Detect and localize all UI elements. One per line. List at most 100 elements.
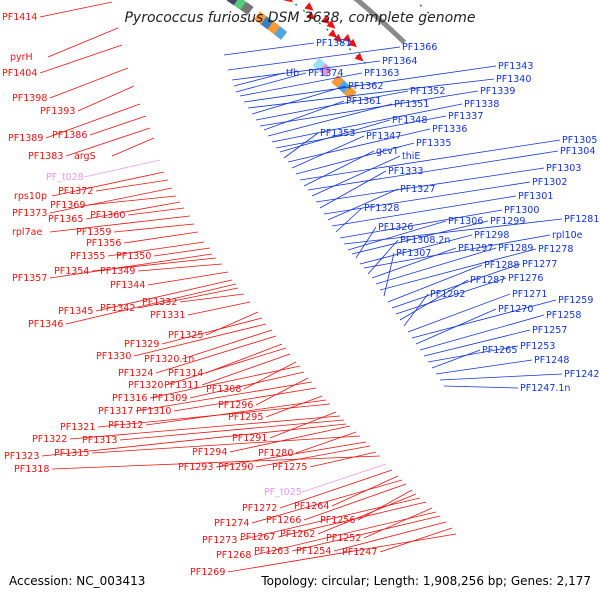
gene-label[interactable]: PF1275 [272,462,307,473]
gene-label[interactable]: PF1351 [394,99,429,110]
gene-label[interactable]: PF1414 [2,12,37,23]
gene-label[interactable]: PF1289 [498,243,533,254]
gene-label[interactable]: PF1287 [470,275,505,286]
gene-label[interactable]: PF1271 [512,289,547,300]
gene-label[interactable]: PF1291 [232,433,267,444]
gene-label[interactable]: PF1386 [52,130,87,141]
gene-label[interactable]: PF1398 [12,93,47,104]
gene-label[interactable]: PF1324 [118,368,153,379]
gene-label[interactable]: PF1242 [564,369,599,380]
gene-label[interactable]: PF_t025 [264,487,302,498]
gene-label[interactable]: PF1300 [504,205,539,216]
gene-label[interactable]: PF1311 [164,380,199,391]
gene-label[interactable]: PF1264 [294,501,329,512]
gene-label[interactable]: PF1267 [240,532,275,543]
gene-label[interactable]: PF1374 [308,68,343,79]
gene-label[interactable]: PF1256 [320,515,355,526]
gene-label[interactable]: PF1331 [150,310,185,321]
gene-label[interactable]: PF1308 [206,384,241,395]
gene-label[interactable]: PF1301 [518,191,553,202]
gene-label[interactable]: PF1328 [364,203,399,214]
gene-label[interactable]: PF1305 [562,135,597,146]
gene-label[interactable]: PF1297 [458,243,493,254]
gene-label[interactable]: PF1344 [110,280,145,291]
gene-label[interactable]: PF1366 [402,42,437,53]
gene-label[interactable]: thiE [402,151,420,162]
gene-label[interactable]: PF1373 [12,208,47,219]
gene-label[interactable]: PF1383 [28,151,63,162]
gene-label[interactable]: PF1276 [508,273,543,284]
gene-label[interactable]: PF1320.1n [144,354,194,365]
gene-label[interactable]: PF1352 [410,86,445,97]
gene-label[interactable]: PF1312 [108,420,143,431]
gene-label[interactable]: PF1337 [448,111,483,122]
gene-label[interactable]: PF1336 [432,124,467,135]
gene-label[interactable]: PF1280 [258,448,293,459]
gene-label[interactable]: PF1269 [190,567,225,578]
gene-label[interactable]: PF1247 [342,547,377,558]
gene-label[interactable]: PF1362 [348,81,383,92]
gene-label[interactable]: PF1346 [28,319,63,330]
gene-label[interactable]: PF1298 [474,230,509,241]
gene-label[interactable]: PF1323 [4,451,39,462]
gene-label[interactable]: rpl10e [552,230,583,241]
gene-label[interactable]: PF1316 [112,393,147,404]
gene-label[interactable]: PF1339 [480,86,515,97]
gene-label[interactable]: PF1272 [242,503,277,514]
gene-label[interactable]: PF1330 [96,351,131,362]
gene-label[interactable]: PF1335 [416,138,451,149]
gene-label[interactable]: PF1350 [116,251,151,262]
gene-label[interactable]: PF1321 [60,422,95,433]
gene-label[interactable]: PF1294 [192,447,227,458]
gene-label[interactable]: PF1361 [346,96,381,107]
gene-label[interactable]: PF_t028 [46,172,84,183]
gene-label[interactable]: PF1348 [392,115,427,126]
gene-label[interactable]: PF1257 [532,325,567,336]
gene-label[interactable]: PF1253 [520,341,555,352]
gene-label[interactable]: PF1356 [86,238,121,249]
gene-label[interactable]: PF1252 [326,533,361,544]
gene-label[interactable]: pyrH [10,52,33,63]
gene-label[interactable]: PF1299 [490,216,525,227]
gene-label[interactable]: PF1268 [216,550,251,561]
gene-label[interactable]: PF1342 [100,303,135,314]
gene-label[interactable]: PF1290 [218,462,253,473]
gene-label[interactable]: PF1365 [48,214,83,225]
gene-label[interactable]: PF1248 [534,355,569,366]
gene-label[interactable]: PF1338 [464,99,499,110]
gene-label[interactable]: PF1296 [218,400,253,411]
gene-label[interactable]: PF1303 [546,163,581,174]
gene-label[interactable]: PF1389 [8,133,43,144]
gene-label[interactable]: PF1359 [76,227,111,238]
gene-label[interactable]: PF1333 [388,166,423,177]
gene-label[interactable]: PF1304 [560,146,595,157]
gene-label[interactable]: PF1273 [202,535,237,546]
gene-label[interactable]: PF1306 [448,216,483,227]
gene-label[interactable]: PF1357 [12,273,47,284]
gene-label[interactable]: PF1363 [364,68,399,79]
gene-label[interactable]: PF1281 [564,214,599,225]
gene-label[interactable]: PF1327 [400,184,435,195]
gene-label[interactable]: PF1270 [498,304,533,315]
gene-label[interactable]: PF1288 [484,260,519,271]
gene-label[interactable]: PF1322 [32,434,67,445]
gene-label[interactable]: PF1308.2n [400,235,450,246]
gene-label[interactable]: PF1355 [70,251,105,262]
gene-label[interactable]: PF1309 [152,393,187,404]
gene-label[interactable]: PF1263 [254,546,289,557]
gene-label[interactable]: PF1265 [482,345,517,356]
gene-label[interactable]: PF1343 [498,61,533,72]
gene-label[interactable]: PF1262 [280,529,315,540]
gene-label[interactable]: gcvT [376,146,399,157]
gene-label[interactable]: PF1329 [124,339,159,350]
gene-label[interactable]: PF1349 [100,266,135,277]
gene-label[interactable]: PF1360 [90,210,125,221]
gene-label[interactable]: PF1320 [128,380,163,391]
gene-label[interactable]: PF1307 [396,248,431,259]
gene-label[interactable]: PF1326 [378,222,413,233]
gene-label[interactable]: PF1393 [40,106,75,117]
gene-label[interactable]: PF1293 [178,462,213,473]
gene-label[interactable]: PF1259 [558,295,593,306]
gene-label[interactable]: PF1278 [538,244,573,255]
gene-label[interactable]: PF1277 [522,259,557,270]
